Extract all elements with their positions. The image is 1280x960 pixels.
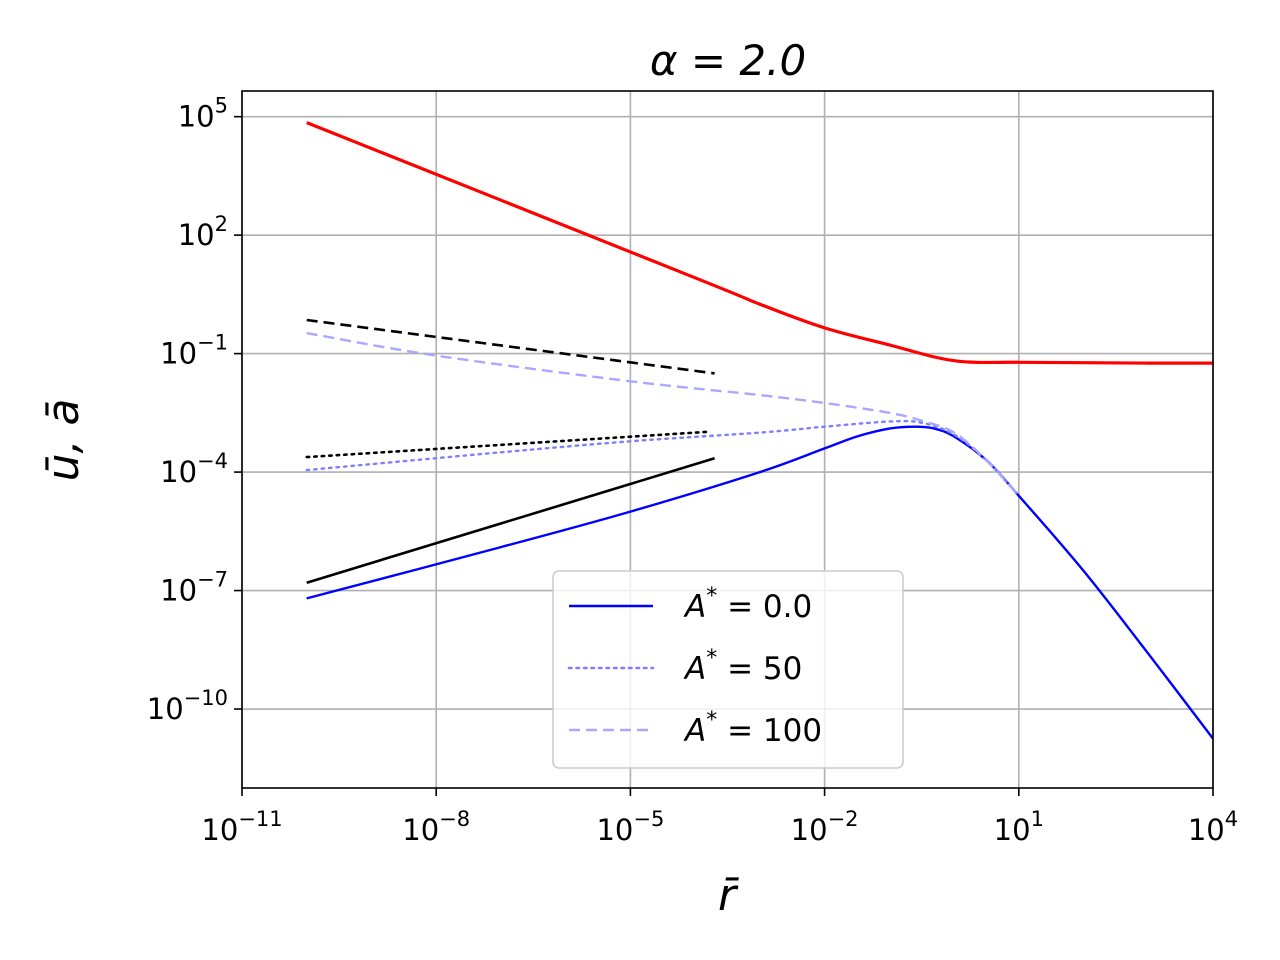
y-tick-label: 105	[178, 94, 228, 134]
y-axis-title: ū, ā	[38, 399, 89, 482]
y-ticks: 105 102 10−1 10−4 10−7 10−10	[147, 94, 242, 726]
y-tick-label: 10−4	[160, 449, 228, 489]
legend-box	[552, 570, 904, 769]
x-tick-label: 104	[1188, 807, 1238, 847]
legend-label: A* = 50	[683, 646, 802, 687]
y-tick-label: 10−10	[147, 686, 228, 726]
series-line-a-red	[306, 121, 1214, 365]
series-line-u-A0	[306, 425, 1214, 740]
series-line-u-A50	[305, 419, 1020, 497]
y-tick-label: 10−7	[160, 568, 228, 608]
series-line-asym-dashed	[306, 318, 715, 375]
series-line-asym-dotted	[305, 430, 710, 459]
plot-frame	[241, 90, 1214, 789]
legend: A* = 0.0 A* = 50 A* = 100	[552, 570, 904, 769]
series-line-u-A100	[306, 331, 1020, 497]
series-line-asym-solid	[306, 457, 715, 584]
x-axis-title: r̄	[718, 870, 739, 921]
x-tick-label: 101	[994, 807, 1044, 847]
chart-title: α = 2.0	[650, 36, 806, 85]
x-tick-label: 10−8	[402, 807, 470, 847]
legend-label: A* = 0.0	[683, 584, 812, 625]
x-tick-label: 10−2	[791, 807, 859, 847]
y-tick-label: 102	[178, 212, 228, 252]
x-tick-label: 10−5	[596, 807, 664, 847]
legend-label: A* = 100	[683, 708, 822, 749]
x-tick-label: 10−11	[201, 807, 282, 847]
series-layer	[305, 121, 1214, 740]
y-tick-label: 10−1	[160, 331, 228, 371]
x-ticks: 10−11 10−8 10−5 10−2 101 104	[201, 788, 1238, 847]
